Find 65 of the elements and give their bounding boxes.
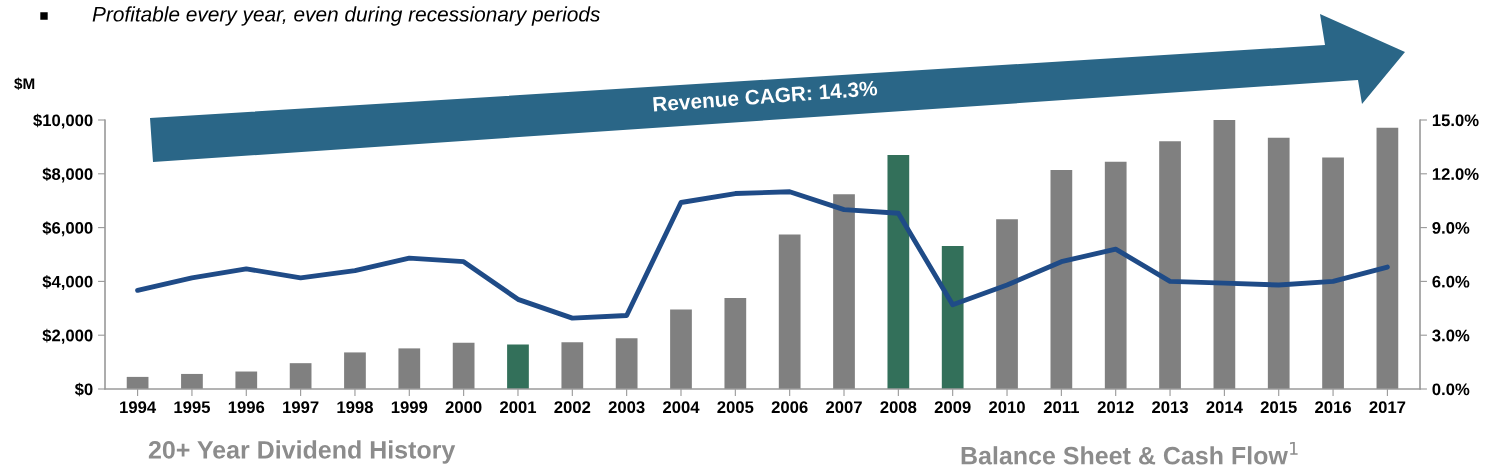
bar xyxy=(344,352,366,389)
bar xyxy=(1376,127,1399,389)
y-tick-label: $0 xyxy=(74,382,93,397)
x-tick-label: 2002 xyxy=(554,401,591,414)
bar xyxy=(452,342,475,389)
text: Revenue CAGR: 14.3% xyxy=(653,80,878,112)
y-tick-label: $2,000 xyxy=(42,328,93,344)
text: 20+ Year Dividend History xyxy=(148,440,456,464)
x-tick-label: 2000 xyxy=(445,401,482,414)
x-tick-label: 2013 xyxy=(1152,401,1188,414)
bar xyxy=(996,219,1018,389)
chart-title: Profitable every year, even during recessionary periods xyxy=(92,6,600,26)
x-tick-label: 2009 xyxy=(934,401,971,414)
bar xyxy=(941,245,964,389)
bar xyxy=(181,373,203,389)
bar xyxy=(670,309,692,389)
y2-tick-label: 6.0% xyxy=(1432,275,1470,288)
bar xyxy=(833,194,855,389)
x-tick-label: 1996 xyxy=(228,401,265,414)
line-series xyxy=(135,189,1390,321)
bar xyxy=(724,298,747,389)
x-tick-label: 1994 xyxy=(120,401,157,414)
bar xyxy=(235,371,258,389)
x-tick-label: 2011 xyxy=(1043,401,1079,414)
x-tick-label: 1998 xyxy=(337,401,373,414)
bar xyxy=(1104,161,1127,389)
y-tick-label: $8,000 xyxy=(42,167,93,183)
x-tick-label: 2008 xyxy=(880,401,917,414)
x-tick-label: 2004 xyxy=(663,401,700,414)
bar xyxy=(1159,141,1181,389)
x-tick-label: 2014 xyxy=(1206,401,1243,414)
x-tick-label: 2003 xyxy=(608,401,645,414)
x-tick-label: 2016 xyxy=(1315,401,1351,414)
bar xyxy=(1322,157,1344,389)
bar xyxy=(398,348,421,389)
y-tick-label: $6,000 xyxy=(42,221,93,237)
bar xyxy=(887,154,910,389)
y-tick-label: $10,000 xyxy=(33,113,93,129)
y2-tick-label: 15.0% xyxy=(1432,114,1479,127)
y-axis-title: $M xyxy=(14,77,35,91)
x-tick-label: 2007 xyxy=(826,401,862,414)
bar xyxy=(507,344,529,389)
y2-tick-label: 3.0% xyxy=(1432,329,1470,342)
y2-tick-label: 0.0% xyxy=(1432,383,1470,396)
bar xyxy=(289,363,312,389)
bar xyxy=(1213,120,1236,389)
x-tick-label: 2006 xyxy=(771,401,808,414)
y-tick-label: $4,000 xyxy=(42,275,93,291)
x-tick-label: 1999 xyxy=(391,401,428,414)
x-tick-label: 2015 xyxy=(1260,401,1297,414)
x-tick-label: 1995 xyxy=(174,401,211,414)
bar xyxy=(778,234,801,389)
bar xyxy=(561,342,584,389)
bar xyxy=(1050,170,1073,389)
x-tick-label: 2010 xyxy=(989,401,1025,414)
x-tick-label: 2017 xyxy=(1369,401,1406,414)
x-tick-label: 2001 xyxy=(500,401,537,414)
y2-tick-label: 12.0% xyxy=(1432,168,1479,180)
y2-tick-label: 9.0% xyxy=(1432,222,1470,234)
x-tick-label: 2012 xyxy=(1097,401,1134,414)
x-tick-label: 1997 xyxy=(283,401,319,414)
x-tick-label: 2005 xyxy=(717,401,754,414)
bar xyxy=(1267,137,1290,389)
bar xyxy=(615,338,638,389)
text: Balance Sheet & Cash Flow$^{1}$ xyxy=(961,441,1298,465)
